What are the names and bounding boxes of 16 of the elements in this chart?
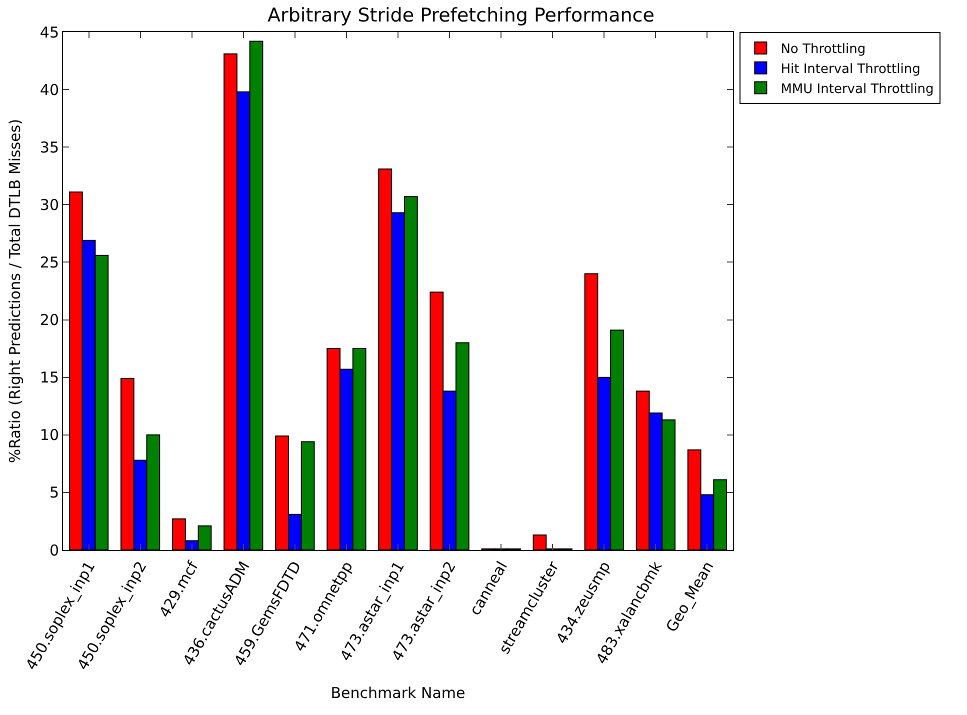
- y-tick-label: 40: [40, 80, 59, 99]
- x-axis-title: Benchmark Name: [330, 684, 466, 702]
- legend-label: MMU Interval Throttling: [780, 82, 934, 97]
- y-axis-title: %Ratio (Right Predictions / Total DTLB Misses): [6, 118, 24, 464]
- chart-title: Arbitrary Stride Prefetching Performance: [268, 4, 654, 26]
- y-tick-label: 45: [40, 23, 59, 42]
- y-tick-label: 10: [40, 426, 59, 444]
- y-tick-label: 25: [40, 253, 59, 272]
- y-tick-label: 30: [40, 196, 59, 214]
- y-tick-label: 35: [40, 138, 59, 156]
- y-tick-label: 0: [49, 541, 59, 560]
- legend-label: No Throttling: [780, 42, 866, 58]
- y-tick-label: 5: [49, 484, 59, 502]
- legend-label: Hit Interval Throttling: [780, 62, 920, 77]
- y-tick-label: 20: [40, 311, 59, 330]
- y-tick-label: 15: [40, 368, 59, 387]
